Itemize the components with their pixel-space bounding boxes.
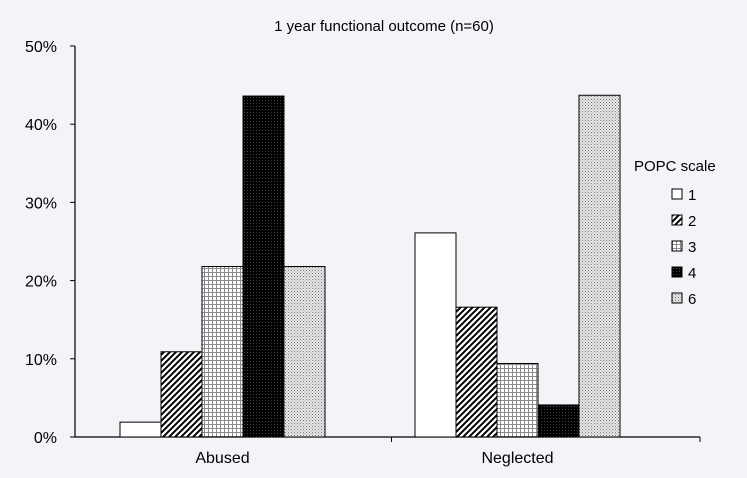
legend-label-2: 2 bbox=[688, 213, 696, 230]
legend-label-4: 4 bbox=[688, 265, 696, 282]
bar-abused-popc-6 bbox=[283, 266, 326, 438]
bar-abused-popc-2 bbox=[160, 351, 203, 438]
y-tick-label: 50% bbox=[25, 39, 57, 56]
bar-abused-popc-1 bbox=[119, 421, 162, 438]
bar-abused-popc-3 bbox=[201, 266, 244, 438]
legend-label-1: 1 bbox=[688, 187, 696, 204]
legend-swatch-4 bbox=[671, 266, 683, 278]
y-tick-label: 10% bbox=[25, 352, 57, 369]
legend-swatch-6 bbox=[671, 292, 683, 304]
bar-neglected-popc-3 bbox=[496, 362, 539, 438]
y-tick-label: 40% bbox=[25, 117, 57, 134]
legend: POPC scale 1 2 3 4 6 bbox=[634, 158, 716, 308]
legend-swatch-1 bbox=[671, 188, 683, 200]
bar-neglected-popc-2 bbox=[455, 306, 498, 438]
bar-neglected-popc-6 bbox=[578, 94, 621, 438]
bars bbox=[119, 94, 621, 438]
legend-swatch-2 bbox=[671, 214, 683, 226]
legend-label-3: 3 bbox=[688, 239, 696, 256]
legend-swatch-3 bbox=[671, 240, 683, 252]
x-tick-label: Abused bbox=[195, 450, 249, 467]
legend-label-6: 6 bbox=[688, 291, 696, 308]
bar-abused-popc-4 bbox=[242, 95, 285, 438]
y-tick-label: 30% bbox=[25, 195, 57, 212]
bar-neglected-popc-4 bbox=[537, 404, 580, 438]
bar-neglected-popc-1 bbox=[414, 232, 457, 438]
y-tick-label: 20% bbox=[25, 274, 57, 291]
axes: 0% 10% 20% 30% 40% 50% Abused Neglected bbox=[25, 39, 701, 467]
chart-title: 1 year functional outcome (n=60) bbox=[274, 18, 494, 35]
y-tick-label: 0% bbox=[34, 430, 57, 447]
legend-title: POPC scale bbox=[634, 158, 716, 175]
x-tick-label: Neglected bbox=[481, 450, 553, 467]
